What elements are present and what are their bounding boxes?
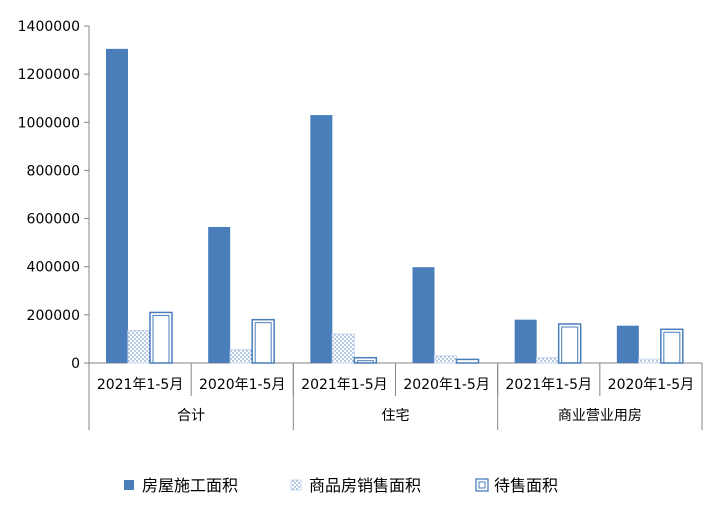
bar-sales-area bbox=[434, 355, 457, 364]
y-tick-label: 800000 bbox=[27, 163, 80, 179]
bar-unsold-area-inner bbox=[152, 314, 170, 364]
bar-unsold-area-inner bbox=[561, 326, 579, 364]
y-tick-label: 600000 bbox=[27, 212, 80, 228]
bar-construction-area bbox=[514, 319, 537, 363]
bar-construction-area bbox=[310, 115, 333, 363]
bar-construction-area bbox=[412, 267, 435, 363]
bar-construction-area bbox=[208, 226, 231, 363]
bar-sales-area bbox=[536, 357, 560, 364]
bar-unsold-area-inner bbox=[254, 322, 272, 364]
y-tick-label: 0 bbox=[71, 356, 80, 372]
y-tick-label: 1000000 bbox=[18, 115, 80, 131]
x-tick-label: 2021年1-5月 bbox=[97, 377, 184, 393]
legend-label: 商品房销售面积 bbox=[309, 476, 421, 495]
x-tick-label: 2020年1-5月 bbox=[608, 377, 695, 393]
legend-label: 待售面积 bbox=[494, 476, 558, 495]
x-tick-label: 2021年1-5月 bbox=[506, 377, 593, 393]
bar-unsold-area bbox=[455, 358, 480, 364]
y-tick-label: 1200000 bbox=[18, 67, 80, 83]
bar-unsold-area-inner bbox=[663, 331, 681, 364]
x-tick-label: 2021年1-5月 bbox=[301, 377, 388, 393]
y-tick-label: 400000 bbox=[27, 260, 80, 276]
y-tick-label: 200000 bbox=[27, 308, 80, 324]
bar-sales-area bbox=[331, 333, 355, 364]
legend-swatch-construction-area bbox=[124, 480, 134, 490]
group-label: 住宅 bbox=[382, 408, 410, 424]
legend-swatch-unsold-area bbox=[475, 478, 489, 492]
legend-label: 房屋施工面积 bbox=[142, 476, 238, 495]
bar-sales-area bbox=[127, 330, 151, 364]
bar-unsold-area-inner bbox=[356, 360, 374, 364]
bars bbox=[106, 48, 684, 364]
group-label: 合计 bbox=[177, 408, 205, 424]
legend-swatch-sales-area bbox=[290, 479, 302, 491]
axes bbox=[84, 25, 703, 430]
group-label: 商业营业用房 bbox=[558, 408, 642, 424]
bar-construction-area bbox=[616, 325, 639, 363]
x-tick-label: 2020年1-5月 bbox=[199, 377, 286, 393]
axis-labels: 0 200000 400000 600000 800000 1000000 1200000 1… bbox=[18, 19, 695, 424]
x-tick-label: 2020年1-5月 bbox=[403, 377, 490, 393]
legend: 房屋施工面积 商品房销售面积 待售面积 bbox=[124, 476, 558, 495]
bar-sales-area bbox=[229, 349, 253, 364]
bar-construction-area bbox=[106, 48, 128, 363]
legend-swatch-unsold-area-inner bbox=[478, 481, 486, 489]
y-tick-label: 1400000 bbox=[18, 19, 80, 35]
bar-sales-area bbox=[638, 358, 662, 364]
